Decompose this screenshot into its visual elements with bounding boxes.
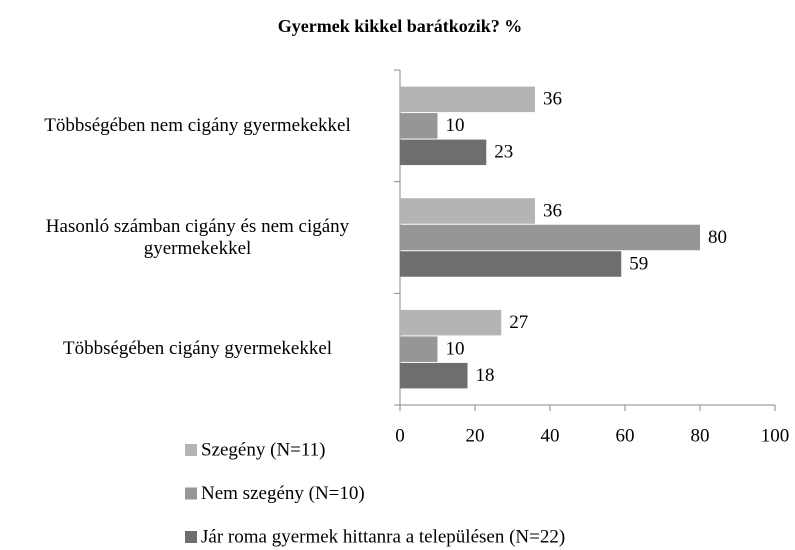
bar bbox=[400, 362, 468, 389]
legend-swatch bbox=[185, 487, 197, 500]
bar bbox=[400, 251, 622, 277]
x-tick-label: 20 bbox=[466, 425, 485, 446]
bar bbox=[400, 224, 700, 251]
legend-swatch bbox=[185, 444, 197, 456]
value-label: 36 bbox=[543, 200, 562, 221]
x-tick-label: 60 bbox=[616, 425, 635, 446]
value-label: 36 bbox=[543, 89, 562, 110]
bar bbox=[400, 113, 438, 139]
x-tick-label: 40 bbox=[541, 425, 560, 446]
category-label: Többségében nem cigány gyermekekkel bbox=[44, 114, 351, 136]
bar bbox=[400, 86, 535, 113]
value-label: 23 bbox=[494, 142, 513, 163]
value-label: 80 bbox=[708, 227, 727, 248]
legend-label: Jár roma gyermek hittanra a településen … bbox=[201, 526, 565, 547]
x-tick-label: 0 bbox=[395, 425, 405, 446]
value-label: 27 bbox=[509, 312, 528, 333]
x-tick-label: 80 bbox=[691, 425, 710, 446]
value-label: 10 bbox=[446, 115, 465, 136]
chart-title: Gyermek kikkel barátkozik? % bbox=[278, 16, 523, 36]
bar bbox=[400, 336, 438, 362]
bar bbox=[400, 309, 502, 336]
value-label: 10 bbox=[446, 339, 465, 360]
bar bbox=[400, 139, 487, 166]
bar bbox=[400, 198, 535, 224]
value-label: 18 bbox=[476, 365, 495, 386]
x-tick-label: 100 bbox=[761, 425, 790, 446]
category-label: Hasonló számban cigány és nem cigány gye… bbox=[45, 215, 350, 259]
value-label: 59 bbox=[629, 253, 648, 274]
legend-label: Nem szegény (N=10) bbox=[201, 483, 365, 504]
category-label: Többségében cigány gyermekekkel bbox=[62, 338, 333, 360]
legend-label: Szegény (N=11) bbox=[201, 439, 326, 460]
legend-swatch bbox=[185, 531, 197, 543]
